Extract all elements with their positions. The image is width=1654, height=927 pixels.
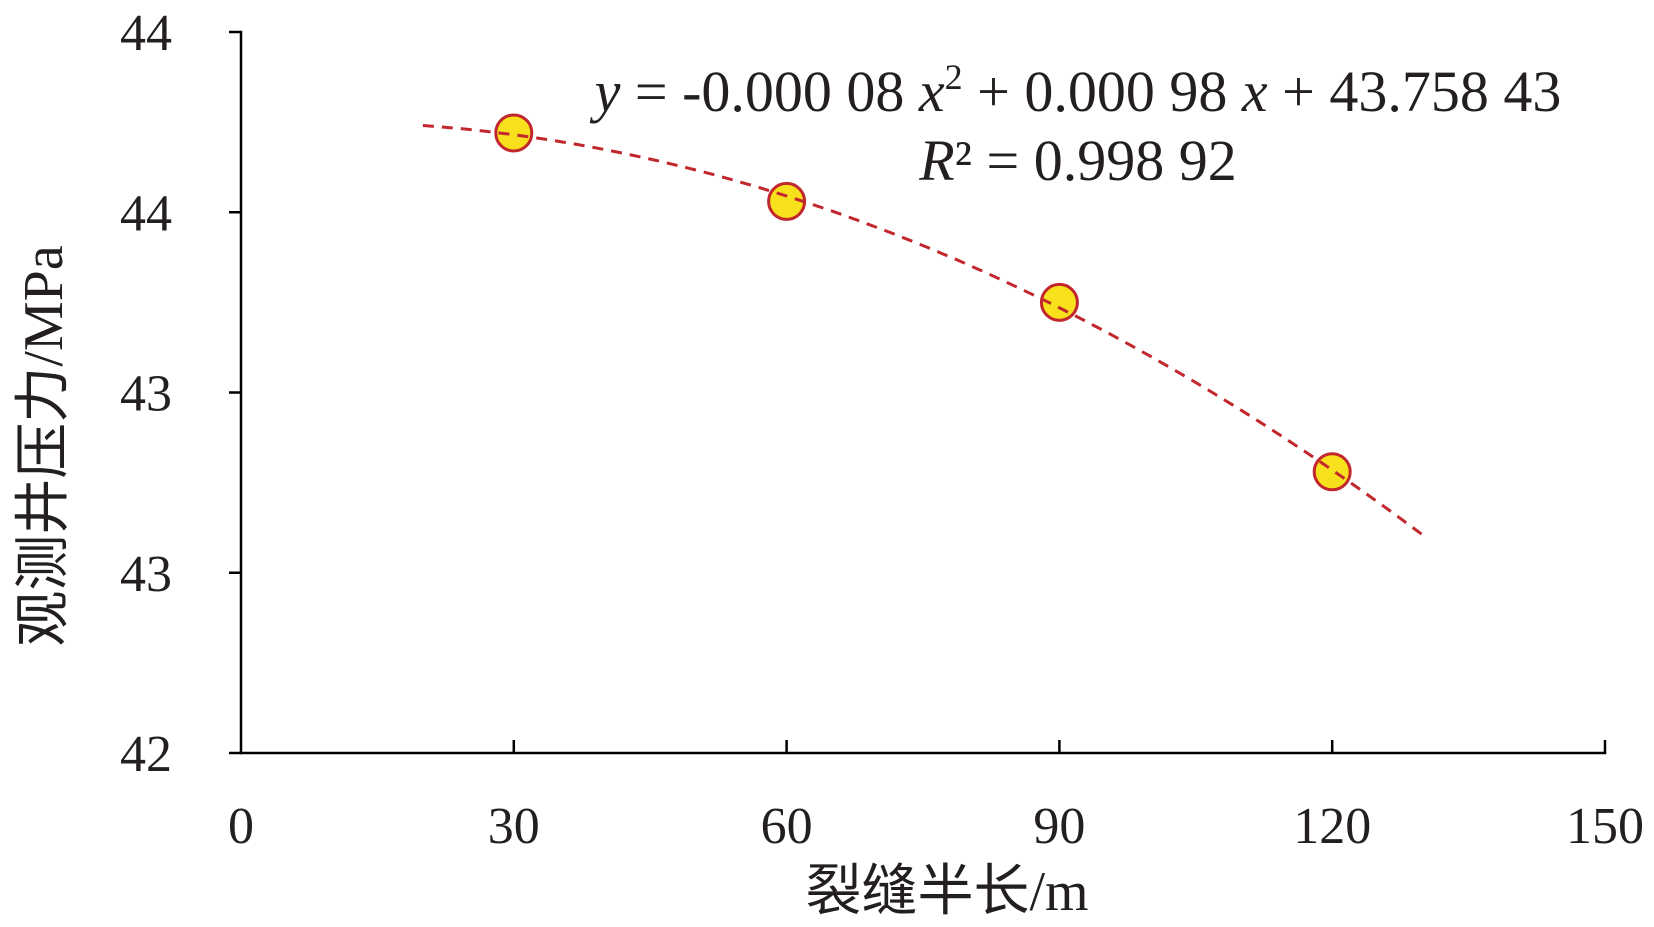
r-squared-label: R² = 0.998 92 [918,128,1237,193]
data-point [1312,452,1352,492]
y-axis-title: 观测井压力/MPa [13,245,75,646]
equation-x-variable: x [1241,59,1268,124]
equation-exponent: 2 [945,57,963,97]
equation-quadratic-term: = -0.000 08 [620,59,919,124]
data-point [1039,282,1079,322]
y-tick-label: 44 [120,185,172,242]
plot-area: 42 43 43 44 44 0 30 60 90 120 150 [120,5,1644,855]
y-tick-label: 42 [120,726,172,783]
equation-x-variable: x [918,59,945,124]
x-tick-label: 60 [761,798,813,855]
x-tick-label: 0 [228,798,254,855]
equation-constant-term: + 43.758 43 [1268,59,1562,124]
y-tick-label: 44 [120,5,172,62]
r-squared-symbol: R [918,128,954,193]
y-tick-label: 43 [120,366,172,423]
x-tick-label: 150 [1566,798,1644,855]
data-point [494,113,534,153]
trendline-equation: y = -0.000 08 x2 + 0.000 98 x + 43.758 4… [590,57,1562,124]
x-tick-label: 120 [1293,798,1371,855]
r-squared-value: ² = 0.998 92 [955,128,1237,193]
x-axis-title: 裂缝半长/m [805,861,1088,923]
y-tick-label: 43 [120,546,172,603]
equation-y-variable: y [590,59,621,124]
equation-linear-term: + 0.000 98 [963,59,1242,124]
x-tick-label: 90 [1033,798,1085,855]
trendline [422,124,1424,537]
x-tick-label: 30 [488,798,540,855]
